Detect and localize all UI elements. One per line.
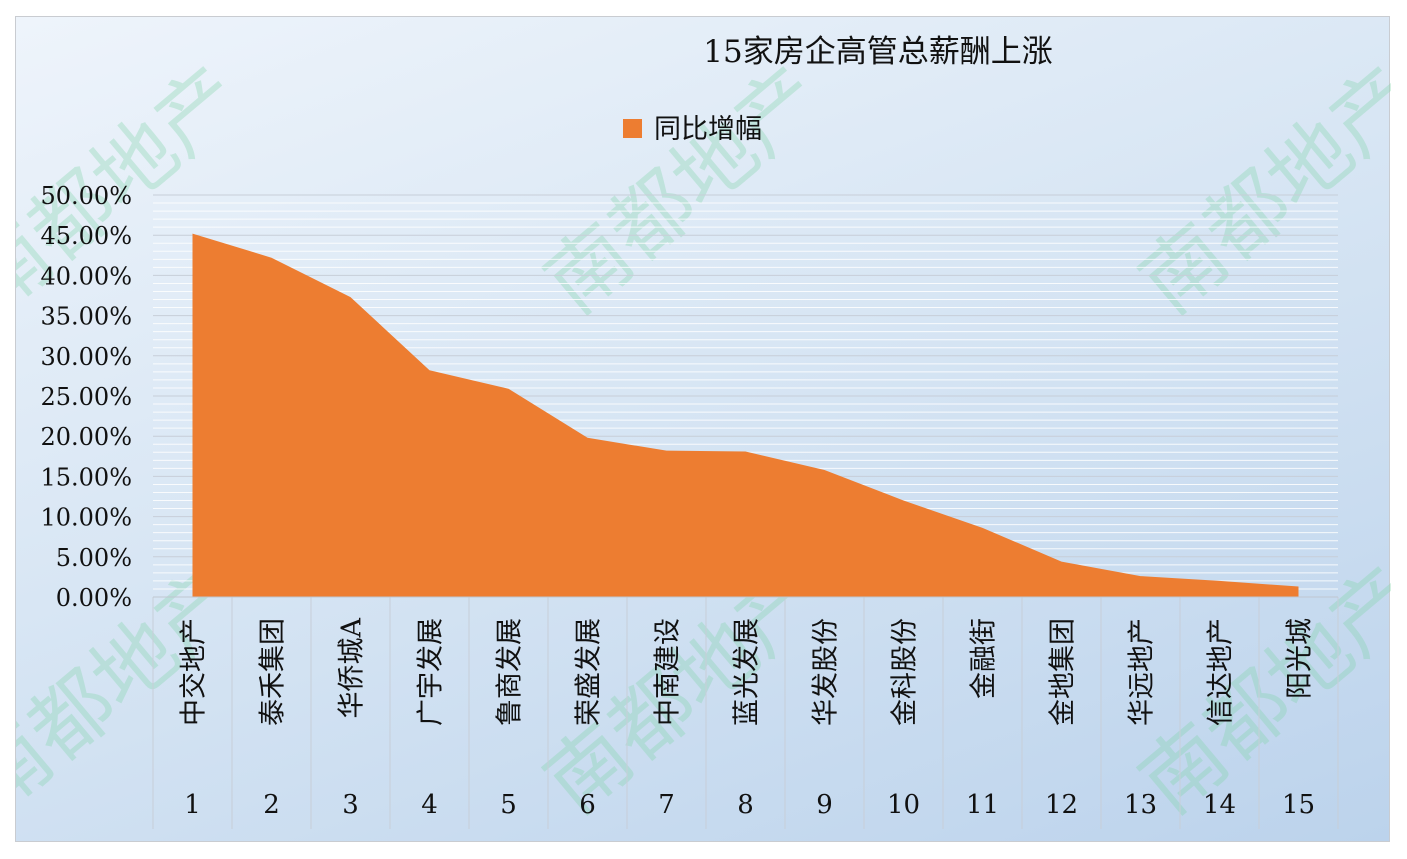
x-index-label: 2 <box>263 790 280 820</box>
y-tick-label: 10.00% <box>40 504 132 532</box>
watermark-text: 南都地产 <box>528 49 840 333</box>
x-index-label: 11 <box>966 790 999 820</box>
x-category-label: 华发股份 <box>811 618 842 726</box>
legend-swatch-tongbizengfu <box>623 119 642 138</box>
legend-label-tongbizengfu: 同比增幅 <box>654 114 762 145</box>
area-series-tongbizengfu <box>192 233 1299 598</box>
area-series <box>192 233 1299 598</box>
x-index-label: 9 <box>816 790 833 820</box>
x-index-label: 8 <box>737 790 754 820</box>
x-category-label: 阳光城 <box>1285 618 1316 699</box>
x-category-label: 信达地产 <box>1206 618 1237 726</box>
watermark-text: 南都地产 <box>1123 49 1391 333</box>
x-category-label: 蓝光发展 <box>732 618 763 726</box>
chart-frame: 南都地产 南都地产 南都地产 南都地产 南都地产 南都地产 15家房企高管总薪酬… <box>0 16 1407 842</box>
x-index-label: 3 <box>342 790 359 820</box>
legend: 同比增幅 <box>623 114 762 145</box>
y-tick-label: 40.00% <box>40 262 132 290</box>
y-tick-label: 50.00% <box>40 182 132 210</box>
x-index-label: 7 <box>658 790 675 820</box>
x-index-label: 4 <box>421 790 438 820</box>
y-tick-label: 0.00% <box>56 584 132 612</box>
y-tick-label: 5.00% <box>56 544 132 572</box>
y-axis: 0.00% 5.00% 10.00% 15.00% 20.00% 25.00% 30.00%… <box>40 182 132 612</box>
x-category-label: 泰禾集团 <box>258 618 289 726</box>
y-tick-label: 25.00% <box>40 383 132 411</box>
chart-svg: 南都地产 南都地产 南都地产 南都地产 南都地产 南都地产 15家房企高管总薪酬… <box>0 34 1407 832</box>
x-category-label: 广宇发展 <box>416 618 447 726</box>
x-category-label: 荣盛发展 <box>574 618 605 726</box>
y-tick-label: 15.00% <box>40 463 132 491</box>
y-tick-label: 20.00% <box>40 423 132 451</box>
x-category-label: 鲁商发展 <box>495 618 526 726</box>
x-index-label: 6 <box>579 790 596 820</box>
x-index-label: 1 <box>184 790 201 820</box>
x-category-label: 金科股份 <box>890 618 921 726</box>
x-index-label: 10 <box>887 790 920 820</box>
x-index-label: 15 <box>1282 790 1315 820</box>
x-category-label: 中交地产 <box>179 618 210 726</box>
x-axis: 中交地产 1 泰禾集团 2 华侨城A 3 广宇发展 4 鲁商发展 5 荣盛发展 6 中南建设 7 蓝光发展 8… <box>152 596 1339 829</box>
x-category-label: 华远地产 <box>1127 618 1158 726</box>
x-index-label: 13 <box>1124 790 1157 820</box>
y-tick-label: 30.00% <box>40 343 132 371</box>
y-tick-label: 35.00% <box>40 303 132 331</box>
x-category-label: 中南建设 <box>653 618 684 726</box>
x-index-label: 5 <box>500 790 517 820</box>
x-category-label: 金地集团 <box>1048 618 1079 726</box>
x-category-label: 金融街 <box>969 618 1000 699</box>
x-index-label: 14 <box>1203 790 1236 820</box>
x-category-label: 华侨城A <box>337 618 368 719</box>
chart-title: 15家房企高管总薪酬上涨 <box>703 34 1052 70</box>
x-index-label: 12 <box>1045 790 1078 820</box>
y-tick-label: 45.00% <box>40 222 132 250</box>
